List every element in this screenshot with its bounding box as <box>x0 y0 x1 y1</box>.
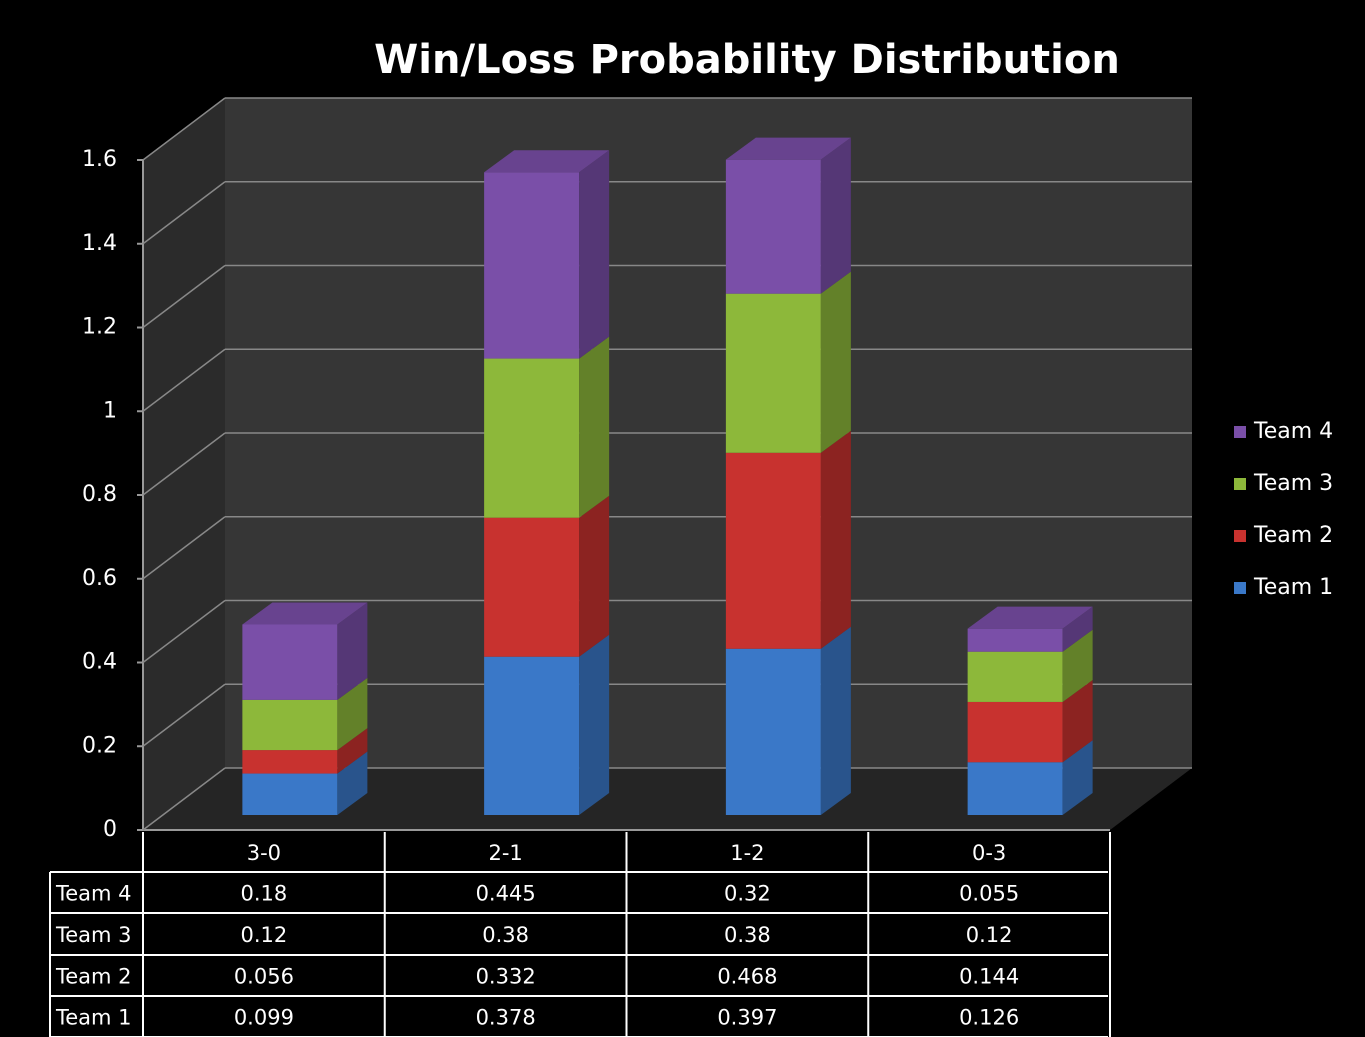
bar-side <box>1062 740 1093 815</box>
bar-side <box>337 677 368 751</box>
bar-segment <box>484 656 580 815</box>
table-cell: 0.144 <box>959 965 1019 989</box>
grid-line <box>142 97 226 161</box>
grid-line <box>142 432 226 496</box>
bar-segment <box>725 452 821 649</box>
grid-line <box>142 599 226 664</box>
bar-side <box>337 728 368 774</box>
grid-line <box>142 516 226 580</box>
table-row-label: Team 4 <box>55 882 132 906</box>
bar-segment <box>967 701 1063 763</box>
bar-side <box>579 634 610 815</box>
bar-side <box>1062 679 1093 763</box>
table-cell: 0.056 <box>234 965 294 989</box>
table-cell: 0.055 <box>959 882 1019 906</box>
table-header: 1-2 <box>730 841 764 865</box>
y-tick-label: 1.6 <box>82 147 117 172</box>
bar-segment <box>967 628 1063 652</box>
legend-swatch <box>1234 426 1246 438</box>
table-cell: 0.32 <box>724 882 771 906</box>
table-cell: 0.18 <box>240 882 287 906</box>
bar-side <box>820 137 851 294</box>
table-cell: 0.378 <box>476 1006 536 1030</box>
y-tick-label: 0.8 <box>82 482 117 507</box>
grid-line <box>142 348 226 412</box>
legend-swatch <box>1234 582 1246 594</box>
legend-swatch <box>1234 530 1246 542</box>
grid-line <box>142 767 226 831</box>
bar-side <box>1062 606 1093 652</box>
bar-segment <box>967 651 1063 702</box>
legend-label: Team 4 <box>1253 419 1333 444</box>
y-tick-label: 1.4 <box>82 231 117 256</box>
table-cell: 0.12 <box>966 923 1013 947</box>
bar-side <box>820 626 851 815</box>
y-tick-label: 0.6 <box>82 566 117 591</box>
table-cell: 0.445 <box>476 882 536 906</box>
table-cell: 0.38 <box>724 923 771 947</box>
bar-segment <box>725 293 821 453</box>
table-header: 3-0 <box>247 841 281 865</box>
table-cell: 0.397 <box>717 1006 777 1030</box>
bar-side <box>579 495 610 657</box>
bar-top <box>242 602 368 625</box>
legend-label: Team 2 <box>1253 523 1333 548</box>
table-cell: 0.12 <box>240 923 287 947</box>
table-cell: 0.099 <box>234 1006 294 1030</box>
grid-line <box>142 683 226 747</box>
grid-line <box>142 264 226 329</box>
bar-side <box>820 430 851 649</box>
bar-segment <box>242 624 338 700</box>
bar-side <box>1062 629 1093 702</box>
table-cell: 0.126 <box>959 1006 1019 1030</box>
y-tick-label: 1 <box>103 398 117 423</box>
bar-side <box>579 150 610 359</box>
table-row-label: Team 3 <box>55 923 132 947</box>
bar-top <box>725 137 851 160</box>
floor <box>143 768 1192 830</box>
bar-segment <box>725 648 821 815</box>
bar-top <box>967 606 1093 629</box>
bar-segment <box>484 172 580 359</box>
legend-label: Team 3 <box>1253 471 1333 496</box>
table-cell: 0.468 <box>717 965 777 989</box>
bar-segment <box>484 358 580 518</box>
bar-segment <box>242 699 338 751</box>
bar-side <box>820 271 851 453</box>
y-tick-label: 0.2 <box>82 733 117 758</box>
table-row-label: Team 1 <box>55 1006 132 1030</box>
bar-side <box>579 336 610 518</box>
bar-top <box>484 150 610 173</box>
grid-line <box>142 181 226 245</box>
table-row-label: Team 2 <box>55 965 132 989</box>
bar-segment <box>484 517 580 657</box>
bar-segment <box>242 773 338 815</box>
y-tick-label: 0 <box>103 817 117 842</box>
bar-segment <box>967 762 1063 815</box>
table-cell: 0.332 <box>476 965 536 989</box>
legend-label: Team 1 <box>1253 575 1333 600</box>
bar-segment <box>725 159 821 294</box>
table-cell: 0.38 <box>482 923 529 947</box>
table-header: 2-1 <box>488 841 522 865</box>
bar-segment <box>242 750 338 774</box>
y-tick-label: 0.4 <box>82 650 117 675</box>
y-tick-label: 1.2 <box>82 315 117 340</box>
chart-title: Win/Loss Probability Distribution <box>374 37 1120 83</box>
table-header: 0-3 <box>972 841 1006 865</box>
bar-side <box>337 602 368 700</box>
legend-swatch <box>1234 478 1246 490</box>
bar-side <box>337 751 368 815</box>
